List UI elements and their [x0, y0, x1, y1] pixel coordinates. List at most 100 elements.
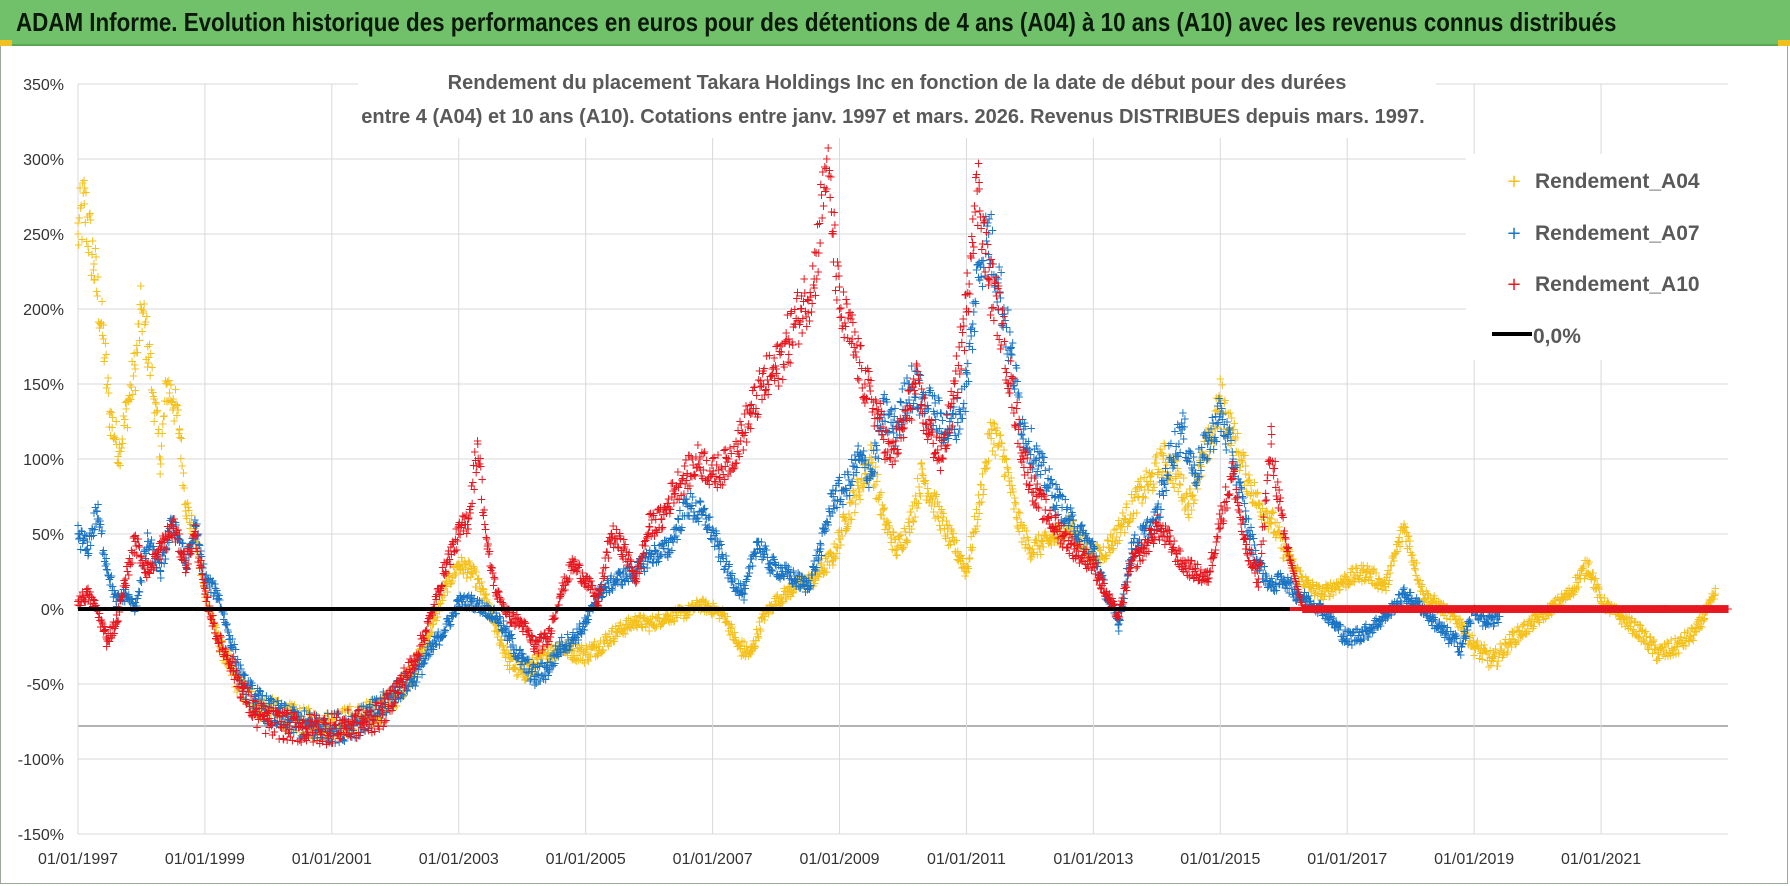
data-point: +	[746, 645, 756, 659]
data-point: +	[682, 604, 692, 618]
data-point: +	[611, 620, 621, 634]
data-point: +	[756, 611, 766, 625]
data-point: +	[267, 691, 277, 705]
data-point: +	[442, 575, 452, 589]
data-point: +	[587, 639, 597, 653]
data-point: +	[516, 658, 526, 672]
data-point: +	[142, 310, 152, 324]
data-point: +	[396, 676, 406, 690]
data-point: +	[889, 533, 899, 547]
data-point: +	[159, 409, 169, 423]
data-point: +	[730, 626, 740, 640]
data-point: +	[175, 431, 185, 445]
data-point: +	[90, 242, 100, 256]
data-point: +	[585, 638, 595, 652]
data-point: +	[174, 426, 184, 440]
data-point: +	[305, 708, 315, 722]
data-point: +	[430, 611, 440, 625]
data-point: +	[680, 608, 690, 622]
data-point: +	[424, 629, 434, 643]
data-point: +	[792, 572, 802, 586]
data-point: +	[453, 560, 463, 574]
data-point: +	[597, 645, 607, 659]
data-point: +	[517, 655, 527, 669]
data-point: +	[615, 625, 625, 639]
data-point-anchor: +	[720, 610, 730, 624]
data-point-anchor: +	[904, 520, 914, 534]
data-point-anchor: +	[1342, 572, 1352, 586]
data-point: +	[619, 622, 629, 636]
data-point: +	[126, 380, 136, 394]
data-point: +	[826, 548, 836, 562]
data-point: +	[442, 585, 452, 599]
data-point: +	[716, 605, 726, 619]
data-point: +	[289, 698, 299, 712]
data-point: +	[410, 667, 420, 681]
data-point: +	[227, 669, 237, 683]
data-point-anchor: +	[663, 610, 673, 624]
data-point: +	[735, 640, 745, 654]
data-point: +	[278, 702, 288, 716]
data-point-anchor: +	[1380, 580, 1390, 594]
data-point: +	[301, 729, 311, 743]
data-point: +	[802, 571, 812, 585]
data-point: +	[410, 670, 420, 684]
data-point: +	[464, 556, 474, 570]
data-point: +	[641, 614, 651, 628]
data-point: +	[98, 318, 108, 332]
data-point: +	[333, 722, 343, 736]
data-point: +	[219, 650, 229, 664]
data-point-anchor: +	[89, 257, 99, 271]
data-point: +	[195, 555, 205, 569]
data-point-anchor: +	[1190, 467, 1200, 481]
data-point: +	[754, 631, 764, 645]
data-point: +	[871, 460, 881, 474]
data-point: +	[404, 668, 414, 682]
data-point: +	[555, 639, 565, 653]
data-point: +	[549, 649, 559, 663]
data-point: +	[867, 443, 877, 457]
data-point: +	[865, 451, 875, 465]
data-point: +	[414, 653, 424, 667]
data-point: +	[698, 593, 708, 607]
data-point: +	[818, 563, 828, 577]
data-point: +	[931, 487, 941, 501]
data-point: +	[570, 653, 580, 667]
data-point: +	[145, 369, 155, 383]
data-point: +	[719, 610, 729, 624]
data-point-anchor: +	[815, 542, 825, 556]
data-point: +	[509, 661, 519, 675]
data-point: +	[899, 541, 909, 555]
data-point: +	[690, 599, 700, 613]
data-point: +	[254, 686, 264, 700]
data-point: +	[109, 429, 119, 443]
data-point: +	[247, 685, 257, 699]
data-point: +	[833, 526, 843, 540]
data-point: +	[809, 574, 819, 588]
x-tick-label: 01/01/2005	[546, 851, 626, 868]
data-point: +	[895, 538, 905, 552]
data-point: +	[228, 665, 238, 679]
data-point-anchor: +	[999, 452, 1009, 466]
data-point: +	[940, 529, 950, 543]
data-point: +	[541, 649, 551, 663]
data-point: +	[181, 509, 191, 523]
data-point: +	[575, 640, 585, 654]
data-point: +	[646, 615, 656, 629]
data-point: +	[857, 472, 867, 486]
data-point: +	[249, 704, 259, 718]
data-point: +	[397, 691, 407, 705]
data-point: +	[949, 535, 959, 549]
data-point: +	[414, 643, 424, 657]
data-point: +	[515, 662, 525, 676]
data-point: +	[633, 615, 643, 629]
data-point: +	[716, 608, 726, 622]
data-point: +	[266, 707, 276, 721]
data-point: +	[240, 679, 250, 693]
data-point: +	[329, 712, 339, 726]
data-point: +	[642, 617, 652, 631]
data-point: +	[937, 514, 947, 528]
data-point: +	[315, 731, 325, 745]
data-point: +	[472, 573, 482, 587]
data-point: +	[896, 528, 906, 542]
